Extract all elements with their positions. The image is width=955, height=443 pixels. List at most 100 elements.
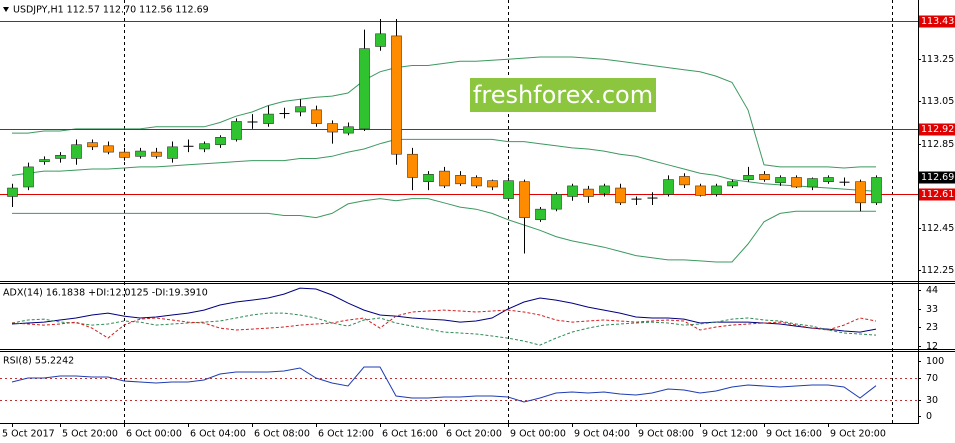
candle-body — [839, 181, 850, 183]
candle-body — [615, 187, 626, 204]
panel-title: RSI(8) 55.2242 — [3, 356, 74, 367]
candle-body — [167, 146, 178, 159]
candle-body — [423, 174, 434, 182]
candle-body — [311, 109, 322, 124]
price-level-box — [919, 123, 955, 136]
candle-body — [695, 185, 706, 196]
candle-body — [231, 121, 242, 140]
candle-body — [359, 48, 370, 130]
indicator-line — [11, 287, 877, 333]
y-tick-label: 44 — [926, 285, 938, 296]
candle-body — [295, 106, 306, 113]
x-tick-label: 9 Oct 20:00 — [830, 429, 886, 440]
y-tick-label: 70 — [926, 373, 938, 384]
candle-body — [855, 181, 866, 204]
x-tick-label: 9 Oct 08:00 — [638, 429, 694, 440]
x-tick-label: 6 Oct 20:00 — [446, 429, 502, 440]
y-tick-label: 112.85 — [921, 139, 954, 150]
last-price-label: 112.69 — [921, 172, 954, 183]
candle-body — [599, 185, 610, 194]
x-tick-label: 6 Oct 16:00 — [382, 429, 438, 440]
panel-title: ADX(14) 16.1838 +DI:12.0125 -DI:19.3910 — [3, 288, 208, 299]
x-tick-label: 5 Oct 20:00 — [62, 429, 118, 440]
indicator-line — [11, 309, 877, 339]
candle-body — [471, 177, 482, 187]
candle-body — [439, 170, 450, 187]
x-tick-label: 9 Oct 16:00 — [766, 429, 822, 440]
candle-body — [519, 181, 530, 218]
x-tick-label: 9 Oct 12:00 — [702, 429, 758, 440]
y-tick-label: 0 — [926, 411, 932, 422]
watermark-box — [470, 78, 656, 112]
y-tick-label: 100 — [926, 356, 944, 367]
candle-body — [551, 194, 562, 210]
candle-body — [407, 153, 418, 178]
candle-body — [647, 197, 658, 199]
candle-body — [215, 137, 226, 146]
candle-body — [727, 181, 738, 187]
candle-body — [71, 144, 82, 159]
candle-body — [87, 142, 98, 148]
candle-body — [375, 33, 386, 47]
candle-body — [679, 176, 690, 186]
y-tick-label: 112.45 — [921, 223, 954, 234]
candle-body — [7, 187, 18, 197]
candle-body — [327, 123, 338, 133]
candle-body — [663, 179, 674, 195]
x-tick-label: 6 Oct 08:00 — [254, 429, 310, 440]
candle-body — [103, 145, 114, 153]
candle-body — [823, 177, 834, 182]
candle-body — [55, 154, 66, 159]
panel-title: USDJPY,H1 112.57 112.70 112.56 112.69 — [13, 5, 209, 16]
price-level-label: 112.92 — [921, 124, 954, 135]
candle-body — [119, 151, 130, 158]
plot-marks — [0, 19, 918, 403]
price-level-label: 113.43 — [921, 16, 954, 27]
price-level-box — [919, 188, 955, 201]
candle-body — [503, 180, 514, 199]
candle-body — [775, 177, 786, 184]
y-tick-label: 113.05 — [921, 96, 954, 107]
candle-body — [151, 151, 162, 157]
indicator-line — [11, 366, 877, 403]
price-level-box — [919, 15, 955, 28]
candle-body — [23, 166, 34, 188]
candle-body — [391, 35, 402, 155]
candle-body — [871, 177, 882, 204]
candle-body — [743, 175, 754, 180]
candle-body — [135, 150, 146, 157]
plot-labels: 113.25 113.05 112.85 112.45 112.25 113.43 112.… — [2, 5, 955, 440]
x-tick-label: 6 Oct 00:00 — [126, 429, 182, 440]
candle-body — [199, 143, 210, 150]
candle-body — [567, 185, 578, 197]
candle-body — [583, 188, 594, 197]
candle-body — [343, 126, 354, 134]
candle-body — [631, 198, 642, 200]
candle-body — [263, 113, 274, 124]
candle-body — [535, 208, 546, 221]
x-tick-label: 9 Oct 04:00 — [574, 429, 630, 440]
watermark: freshforex.com — [473, 81, 653, 109]
y-tick-label: 33 — [926, 304, 938, 315]
x-tick-label: 5 Oct 2017 — [2, 429, 55, 440]
bollinger-band — [12, 56, 876, 169]
candle-body — [711, 185, 722, 195]
candle-body — [455, 175, 466, 185]
x-tick-label: 9 Oct 00:00 — [510, 429, 566, 440]
candle-body — [183, 145, 194, 147]
price-level-label: 112.61 — [921, 189, 954, 200]
x-tick-label: 6 Oct 04:00 — [190, 429, 246, 440]
candle-body — [791, 177, 802, 188]
candle-body — [807, 178, 818, 188]
candle-body — [247, 121, 258, 123]
menu-arrow — [3, 7, 9, 12]
x-tick-label: 6 Oct 12:00 — [318, 429, 374, 440]
y-tick-label: 30 — [926, 395, 938, 406]
candle-body — [487, 180, 498, 188]
candle-body — [279, 113, 290, 115]
y-tick-label: 112.25 — [921, 265, 954, 276]
indicator-line — [11, 312, 877, 346]
bollinger-band — [12, 198, 876, 263]
